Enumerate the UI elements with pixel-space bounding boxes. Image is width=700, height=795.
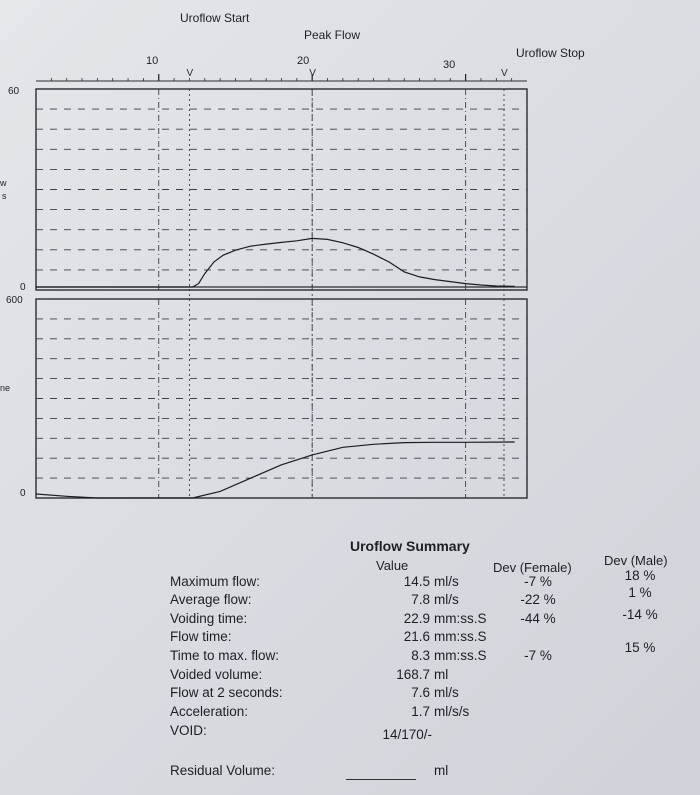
- summary-dev-female: -22 %: [520, 592, 556, 607]
- summary-unit: mm:ss.S: [434, 611, 487, 626]
- x-tick-label: 20: [297, 55, 310, 67]
- summary-title: Uroflow Summary: [350, 538, 470, 554]
- summary-row: Voided volume: 168.7 ml: [0, 667, 700, 685]
- summary-value: 7.8: [411, 592, 430, 607]
- volume-axis-zero: 0: [20, 488, 26, 499]
- uroflow-start-label: Uroflow Start: [180, 11, 250, 25]
- uroflow-stop-label: Uroflow Stop: [516, 46, 585, 60]
- summary-value: 8.3: [411, 648, 430, 663]
- residual-volume-unit: ml: [434, 763, 449, 778]
- summary-row: Maximum flow: 14.5 ml/s -7 % 18 %: [0, 568, 700, 592]
- summary-unit: ml/s/s: [434, 704, 470, 719]
- flow-axis-cut-label: s: [2, 191, 7, 201]
- summary-label: Average flow:: [170, 592, 252, 607]
- volume-axis-cut-label: ne: [0, 383, 11, 393]
- summary-value: 14/170/-: [382, 727, 432, 742]
- flow-axis-zero: 0: [20, 282, 26, 293]
- summary-label: Flow at 2 seconds:: [170, 685, 283, 700]
- summary-value: 168.7: [396, 667, 430, 682]
- summary-unit: ml/s: [434, 592, 459, 607]
- summary-dev-male: 15 %: [624, 640, 656, 655]
- summary-unit: ml: [434, 667, 449, 682]
- summary-label: Voiding time:: [170, 611, 248, 626]
- col-header-value: Value: [376, 558, 409, 573]
- summary-value: 14.5: [403, 574, 430, 589]
- volume-curve: [35, 441, 515, 499]
- summary-dev-male: 18 %: [624, 568, 656, 583]
- marker-v-label: V: [186, 68, 193, 79]
- marker-v-label: V: [309, 68, 316, 79]
- summary-row: Acceleration: 1.7 ml/s/s: [0, 704, 700, 722]
- flow-axis-max: 60: [8, 86, 20, 97]
- summary-dev-female: -44 %: [520, 611, 556, 626]
- residual-volume-blank: [346, 779, 416, 780]
- flow-curve: [36, 237, 515, 288]
- summary-row: Average flow: 7.8 ml/s -22 % 1 %: [0, 585, 700, 610]
- x-tick-label: 30: [443, 59, 456, 71]
- x-tick-label: 10: [146, 55, 159, 67]
- summary-unit: mm:ss.S: [434, 629, 487, 644]
- summary-label: Flow time:: [170, 629, 232, 644]
- summary-row: Flow time: 21.6 mm:ss.S: [0, 629, 700, 647]
- summary-row: Voiding time: 22.9 mm:ss.S -44 % -14 %: [0, 607, 700, 629]
- summary-label: VOID:: [170, 723, 207, 738]
- summary-row: Flow at 2 seconds: 7.6 ml/s: [0, 685, 700, 703]
- summary-dev-male: 1 %: [628, 585, 652, 600]
- volume-axis-max: 600: [6, 295, 23, 306]
- col-header-dev-male: Dev (Male): [604, 553, 668, 568]
- summary-label: Acceleration:: [170, 704, 249, 719]
- marker-v-label: V: [501, 68, 508, 79]
- summary-dev-female: -7 %: [524, 574, 552, 589]
- summary-label: Time to max. flow:: [170, 648, 280, 663]
- summary-unit: ml/s: [434, 574, 459, 589]
- summary-row: VOID: 14/170/-: [0, 723, 700, 742]
- summary-value: 21.6: [403, 629, 430, 644]
- col-header-dev-female: Dev (Female): [493, 560, 572, 575]
- flow-axis-cut-label: w: [0, 178, 7, 188]
- summary-row: Time to max. flow: 8.3 mm:ss.S -7 % 15 %: [0, 640, 700, 666]
- summary-unit: mm:ss.S: [434, 648, 487, 663]
- summary-dev-female: -7 %: [524, 648, 552, 663]
- summary-label: Maximum flow:: [170, 574, 261, 589]
- residual-volume-label: Residual Volume:: [170, 763, 276, 778]
- summary-value: 22.9: [403, 611, 430, 626]
- peak-flow-label: Peak Flow: [304, 28, 361, 42]
- summary-dev-male: -14 %: [622, 607, 658, 622]
- summary-unit: ml/s: [434, 685, 459, 700]
- summary-value: 1.7: [411, 704, 430, 719]
- summary-value: 7.6: [411, 685, 430, 700]
- summary-label: Voided volume:: [170, 667, 263, 682]
